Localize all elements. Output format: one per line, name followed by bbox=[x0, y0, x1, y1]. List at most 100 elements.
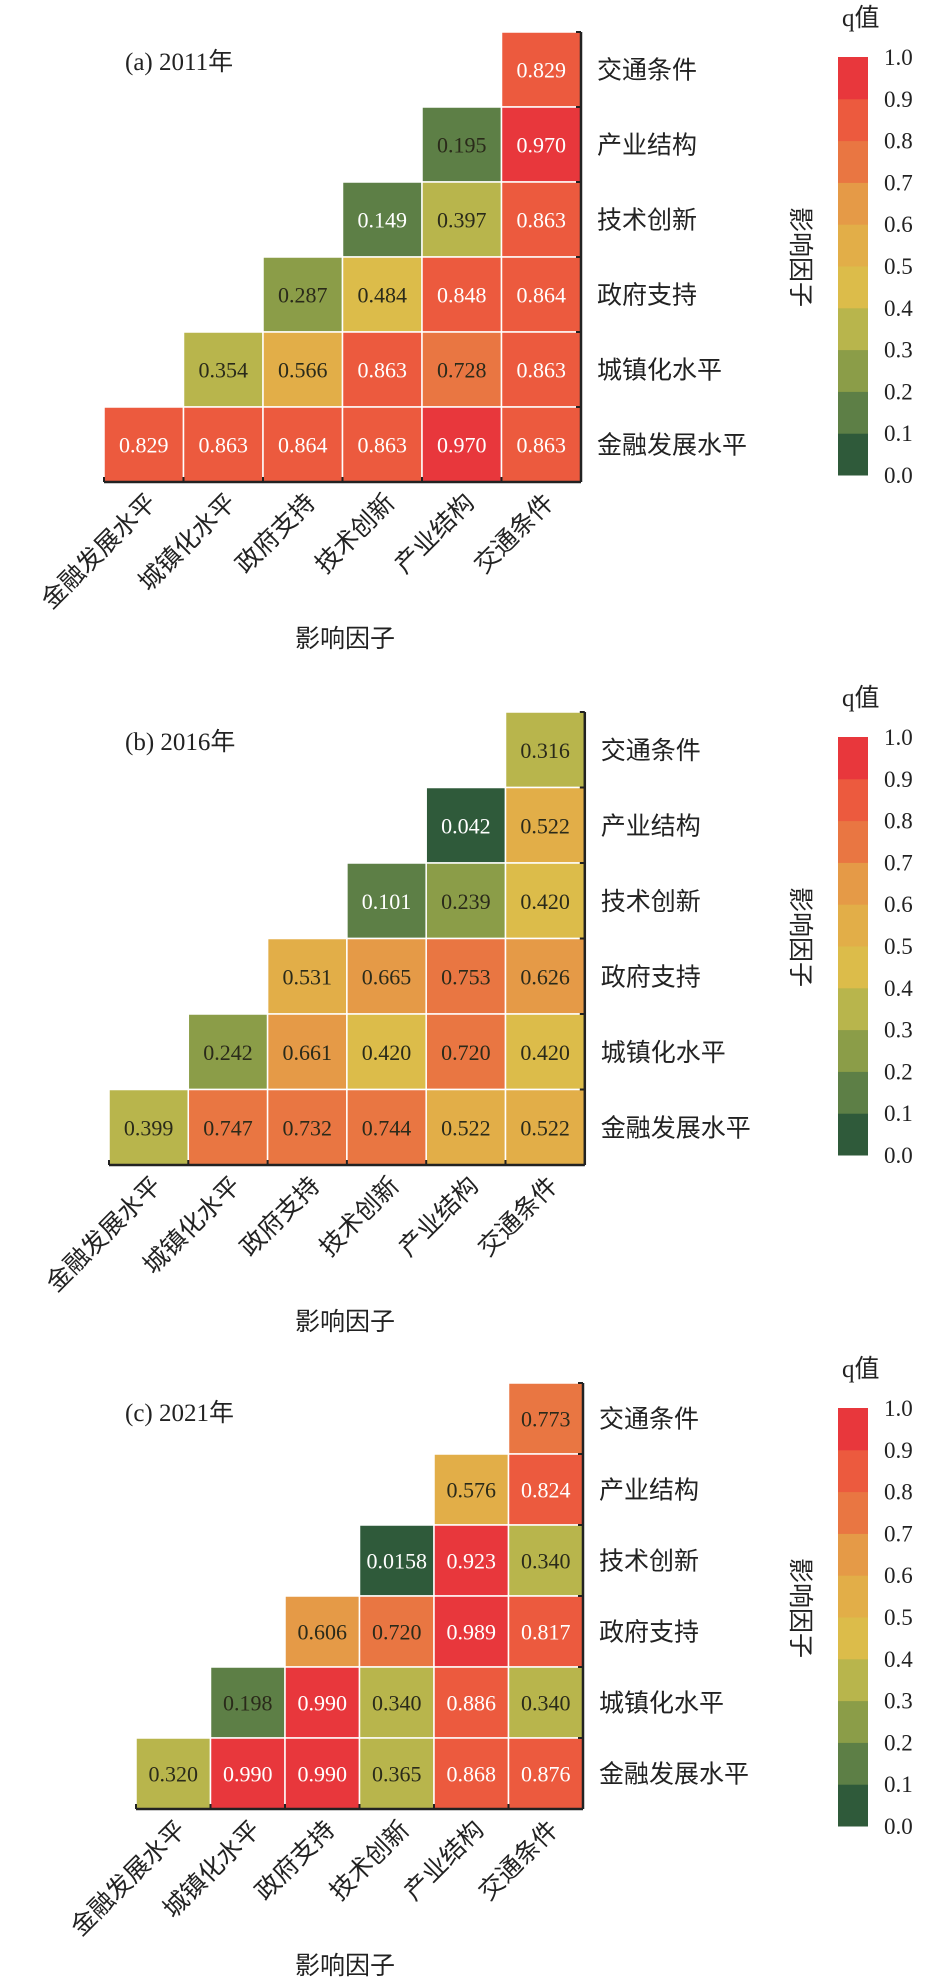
cell-value-label: 0.732 bbox=[283, 1115, 333, 1140]
heatmap-panel-1: (b) 2016年 0.316 0.042 0.522 0.101 0.239 0.420 0… bbox=[41, 684, 913, 1336]
heatmap-cell bbox=[284, 1737, 361, 1810]
panel-title: (c) 2021年 bbox=[125, 1399, 234, 1427]
y-tick-label: 金融发展水平 bbox=[599, 1761, 749, 1789]
panel-title: (a) 2011年 bbox=[125, 48, 233, 76]
y-tick-label: 技术创新 bbox=[599, 1548, 699, 1576]
heatmap-cell bbox=[358, 1524, 435, 1597]
colorbar-title: q值 bbox=[842, 1355, 880, 1383]
cell-value-label: 0.340 bbox=[521, 1691, 571, 1716]
colorbar-tick-label: 0.1 bbox=[884, 1772, 913, 1797]
colorbar-segment bbox=[838, 1700, 868, 1743]
x-tick-label: 产业结构 bbox=[389, 488, 480, 579]
x-tick-label: 技术创新 bbox=[310, 488, 401, 579]
y-tick-label: 产业结构 bbox=[599, 1477, 699, 1505]
cell-value-label: 0.886 bbox=[447, 1691, 497, 1716]
cell-value-label: 0.606 bbox=[298, 1620, 348, 1645]
cell-value-label: 0.829 bbox=[119, 433, 169, 458]
y-tick-label: 金融发展水平 bbox=[597, 432, 747, 460]
colorbar-segment bbox=[838, 140, 868, 183]
x-axis-title: 影响因子 bbox=[295, 1308, 395, 1336]
heatmap-cell bbox=[262, 331, 344, 408]
colorbar-tick-label: 1.0 bbox=[884, 1396, 913, 1421]
y-tick-label: 交通条件 bbox=[599, 1406, 699, 1434]
colorbar-segment bbox=[838, 1617, 868, 1660]
cell-value-label: 0.661 bbox=[283, 1040, 333, 1065]
y-axis-title: 影响因子 bbox=[786, 1558, 814, 1658]
y-tick-label: 政府支持 bbox=[599, 1619, 699, 1647]
cell-value-label: 0.817 bbox=[521, 1620, 571, 1645]
colorbar-tick-label: 0.9 bbox=[884, 87, 913, 112]
heatmap-cell bbox=[504, 786, 586, 864]
colorbar-segment bbox=[838, 1071, 868, 1114]
heatmap-cell bbox=[284, 1595, 361, 1668]
x-tick-label: 政府支持 bbox=[250, 1815, 341, 1906]
x-tick-label: 政府支持 bbox=[230, 488, 321, 579]
cell-value-label: 0.868 bbox=[447, 1762, 497, 1787]
x-tick-label: 政府支持 bbox=[235, 1171, 326, 1262]
colorbar-segment bbox=[838, 904, 868, 947]
cell-value-label: 0.420 bbox=[520, 1040, 570, 1065]
cell-value-label: 0.990 bbox=[298, 1762, 348, 1787]
heatmap-cell bbox=[500, 406, 582, 483]
heatmap-cell bbox=[507, 1666, 584, 1739]
heatmap-cell bbox=[425, 786, 507, 864]
x-tick-label: 金融发展水平 bbox=[36, 488, 162, 614]
colorbar-segment bbox=[838, 266, 868, 309]
y-tick-label: 技术创新 bbox=[597, 207, 697, 235]
colorbar-tick-label: 0.7 bbox=[884, 1521, 913, 1546]
heatmap-cell bbox=[500, 181, 582, 258]
cell-value-label: 0.420 bbox=[520, 889, 570, 914]
heatmap-cell bbox=[358, 1737, 435, 1810]
x-tick-label: 交通条件 bbox=[469, 488, 560, 579]
heatmap-cell bbox=[209, 1737, 286, 1810]
colorbar-segment bbox=[838, 820, 868, 863]
y-tick-label: 金融发展水平 bbox=[601, 1114, 751, 1142]
cell-value-label: 0.566 bbox=[278, 358, 328, 383]
colorbar-tick-label: 0.3 bbox=[884, 1018, 913, 1043]
cell-value-label: 0.354 bbox=[199, 358, 249, 383]
colorbar-tick-label: 0.3 bbox=[884, 1689, 913, 1714]
colorbar-segment bbox=[838, 987, 868, 1031]
cell-value-label: 0.397 bbox=[437, 208, 487, 233]
colorbar-segment bbox=[838, 1742, 868, 1785]
colorbar-tick-label: 0.0 bbox=[884, 463, 913, 488]
cell-value-label: 0.149 bbox=[358, 208, 408, 233]
colorbar-segment bbox=[838, 433, 868, 476]
colorbar-tick-label: 0.1 bbox=[884, 421, 913, 446]
cell-value-label: 0.923 bbox=[447, 1549, 497, 1574]
x-axis-title: 影响因子 bbox=[295, 625, 395, 653]
heatmap-cell bbox=[266, 937, 348, 1015]
cell-value-label: 0.989 bbox=[447, 1620, 497, 1645]
cell-value-label: 0.863 bbox=[358, 433, 408, 458]
x-axis-title: 影响因子 bbox=[295, 1952, 395, 1980]
cell-value-label: 0.239 bbox=[441, 889, 491, 914]
colorbar-segment bbox=[838, 1575, 868, 1618]
heatmap-cell bbox=[507, 1737, 584, 1810]
cell-value-label: 0.522 bbox=[520, 813, 570, 838]
y-tick-label: 技术创新 bbox=[601, 888, 701, 916]
cell-value-label: 0.195 bbox=[437, 133, 487, 158]
colorbar-segment bbox=[838, 737, 868, 780]
cell-value-label: 0.720 bbox=[372, 1620, 422, 1645]
cell-value-label: 0.863 bbox=[199, 433, 249, 458]
heatmap-cell bbox=[262, 406, 344, 483]
heatmap-cell bbox=[425, 1013, 507, 1091]
cell-value-label: 0.720 bbox=[441, 1040, 491, 1065]
heatmap-cell bbox=[187, 1088, 269, 1166]
cell-value-label: 0.773 bbox=[521, 1407, 571, 1432]
heatmap-cell bbox=[500, 106, 582, 183]
cell-value-label: 0.576 bbox=[447, 1478, 497, 1503]
y-tick-label: 交通条件 bbox=[597, 57, 697, 85]
colorbar-segment bbox=[838, 778, 868, 822]
colorbar-segment bbox=[838, 1784, 868, 1827]
heatmap-cell bbox=[284, 1666, 361, 1739]
colorbar-segment bbox=[838, 1533, 868, 1576]
cell-value-label: 0.970 bbox=[517, 133, 567, 158]
x-tick-label: 交通条件 bbox=[473, 1171, 564, 1262]
x-tick-label: 技术创新 bbox=[324, 1815, 415, 1906]
heatmap-cell bbox=[341, 256, 423, 333]
cell-value-label: 0.848 bbox=[437, 283, 487, 308]
colorbar-tick-label: 0.0 bbox=[884, 1814, 913, 1839]
colorbar-tick-label: 0.2 bbox=[884, 1059, 913, 1084]
